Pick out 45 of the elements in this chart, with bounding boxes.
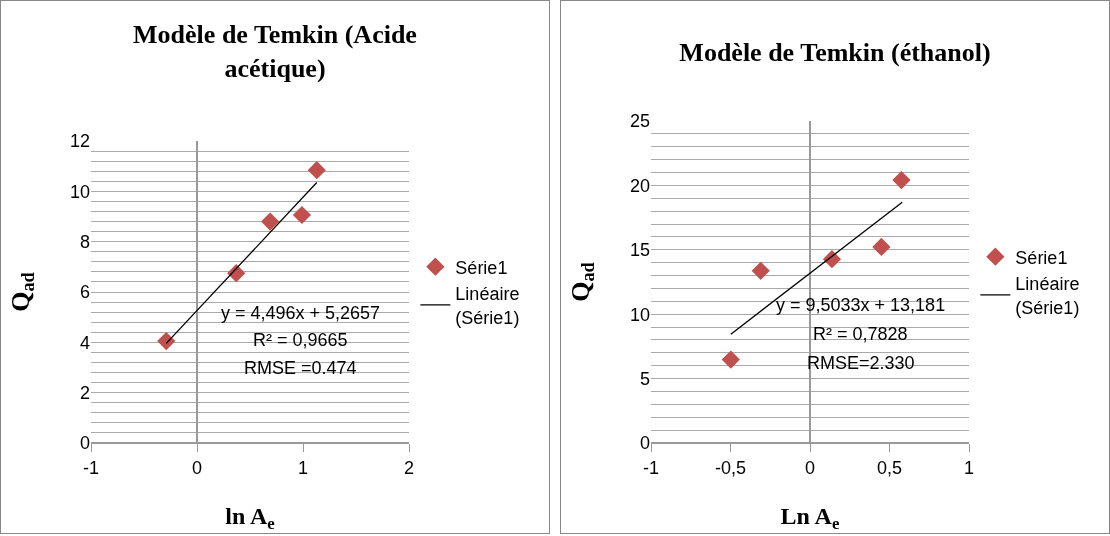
x-tick-label: 1 xyxy=(297,457,309,478)
point xyxy=(157,331,176,351)
annotation: y = 4,496x + 5,2657 xyxy=(221,303,381,323)
x-tick-label: -1 xyxy=(642,457,660,478)
x-tick-label: -1 xyxy=(82,457,100,478)
annotation: y = 9,5033x + 13,181 xyxy=(776,295,946,315)
x-tick-label: 1 xyxy=(963,457,975,478)
chart-title: Modèle de Temkin (Acide acétique) xyxy=(133,19,417,83)
annotation: R² = 0,9665 xyxy=(253,330,348,350)
point xyxy=(307,161,326,180)
point xyxy=(292,205,312,225)
annotation: RMSE =0.474 xyxy=(244,358,357,378)
x-tick-label: 0 xyxy=(191,457,203,478)
y-tick-label: 10 xyxy=(69,181,90,202)
y-tick-label: 5 xyxy=(639,368,650,389)
x-tick-label: 0 xyxy=(804,457,816,478)
x-axis-title: ln A$_{e}$ xyxy=(225,502,276,533)
y-tick-label: 20 xyxy=(629,175,650,196)
point xyxy=(892,171,911,190)
x-tick-label: -0,5 xyxy=(714,457,747,478)
chart-title: Modèle de Temkin (éthanol) xyxy=(679,38,991,68)
point xyxy=(751,261,770,280)
legend-label: Linéaire (Série1) xyxy=(455,284,520,328)
y-tick-label: 8 xyxy=(79,231,90,252)
x-axis-title: Ln A$_{e}$ xyxy=(780,502,840,533)
y-tick-label: 2 xyxy=(79,382,90,403)
annotation: RMSE=2.330 xyxy=(807,353,915,373)
annotation: R² = 0,7828 xyxy=(813,324,908,344)
legend-label: Linéaire (Série1) xyxy=(1015,274,1080,318)
x-tick-label: 0,5 xyxy=(876,457,903,478)
point xyxy=(721,350,740,369)
y-tick-label: 12 xyxy=(69,131,90,152)
y-tick-label: 15 xyxy=(629,240,650,261)
y-tick-label: 0 xyxy=(639,433,650,454)
legend-label: Série1 xyxy=(1015,247,1068,268)
y-tick-label: 0 xyxy=(79,433,90,454)
x-tick-label: 2 xyxy=(403,457,415,478)
y-tick-label: 6 xyxy=(79,282,90,303)
y-tick-label: 25 xyxy=(629,111,650,132)
y-tick-label: 10 xyxy=(629,304,650,325)
point xyxy=(227,264,246,283)
y-tick-label: 4 xyxy=(79,332,90,353)
point xyxy=(872,237,891,257)
point xyxy=(261,212,280,231)
legend-label: Série1 xyxy=(455,257,508,278)
